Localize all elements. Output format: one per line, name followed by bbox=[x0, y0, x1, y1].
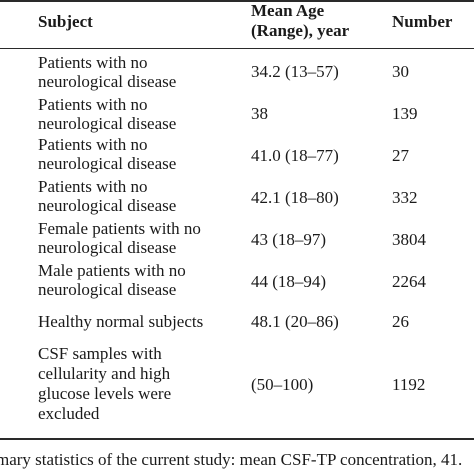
row-number: 1192 bbox=[392, 375, 426, 394]
row-number: 26 bbox=[392, 312, 409, 331]
row-subject-line: cellularity and high bbox=[38, 364, 171, 383]
row-number: 27 bbox=[392, 146, 409, 165]
row-age: (50–100) bbox=[251, 375, 314, 394]
row-subject-line: Patients with no bbox=[38, 177, 148, 196]
table-header-rule bbox=[0, 48, 474, 49]
row-subject-line: Male patients with no bbox=[38, 261, 186, 280]
table-top-rule bbox=[0, 0, 474, 2]
row-age: 42.1 (18–80) bbox=[251, 188, 339, 207]
row-subject-line: neurological disease bbox=[38, 196, 177, 215]
row-subject-line: excluded bbox=[38, 404, 100, 423]
row-subject-line: CSF samples with bbox=[38, 344, 162, 363]
row-number: 139 bbox=[392, 104, 418, 123]
row-subject-line: neurological disease bbox=[38, 72, 177, 91]
table-caption: mary statistics of the current study: me… bbox=[0, 450, 463, 469]
row-age: 41.0 (18–77) bbox=[251, 146, 339, 165]
row-subject-line: Patients with no bbox=[38, 53, 148, 72]
row-subject-line: neurological disease bbox=[38, 154, 177, 173]
row-subject-line: neurological disease bbox=[38, 238, 177, 257]
row-subject-line: neurological disease bbox=[38, 280, 177, 299]
row-age: 48.1 (20–86) bbox=[251, 312, 339, 331]
row-age: 43 (18–97) bbox=[251, 230, 327, 249]
row-age: 38 bbox=[251, 104, 268, 123]
row-number: 2264 bbox=[392, 272, 426, 291]
row-subject-line: Patients with no bbox=[38, 135, 148, 154]
row-subject-line: Female patients with no bbox=[38, 219, 201, 238]
row-number: 332 bbox=[392, 188, 418, 207]
row-subject-line: Patients with no bbox=[38, 95, 148, 114]
header-mean-age-line1: Mean Age bbox=[251, 1, 325, 20]
header-mean-age-line2: (Range), year bbox=[251, 21, 350, 40]
row-age: 34.2 (13–57) bbox=[251, 62, 339, 81]
table-bottom-rule bbox=[0, 438, 474, 440]
row-subject-line: neurological disease bbox=[38, 114, 177, 133]
row-subject-line: Healthy normal subjects bbox=[38, 312, 204, 331]
row-number: 3804 bbox=[392, 230, 426, 249]
header-subject: Subject bbox=[38, 12, 93, 31]
row-number: 30 bbox=[392, 62, 409, 81]
row-age: 44 (18–94) bbox=[251, 272, 327, 291]
row-subject-line: glucose levels were bbox=[38, 384, 172, 403]
header-number: Number bbox=[392, 12, 453, 31]
